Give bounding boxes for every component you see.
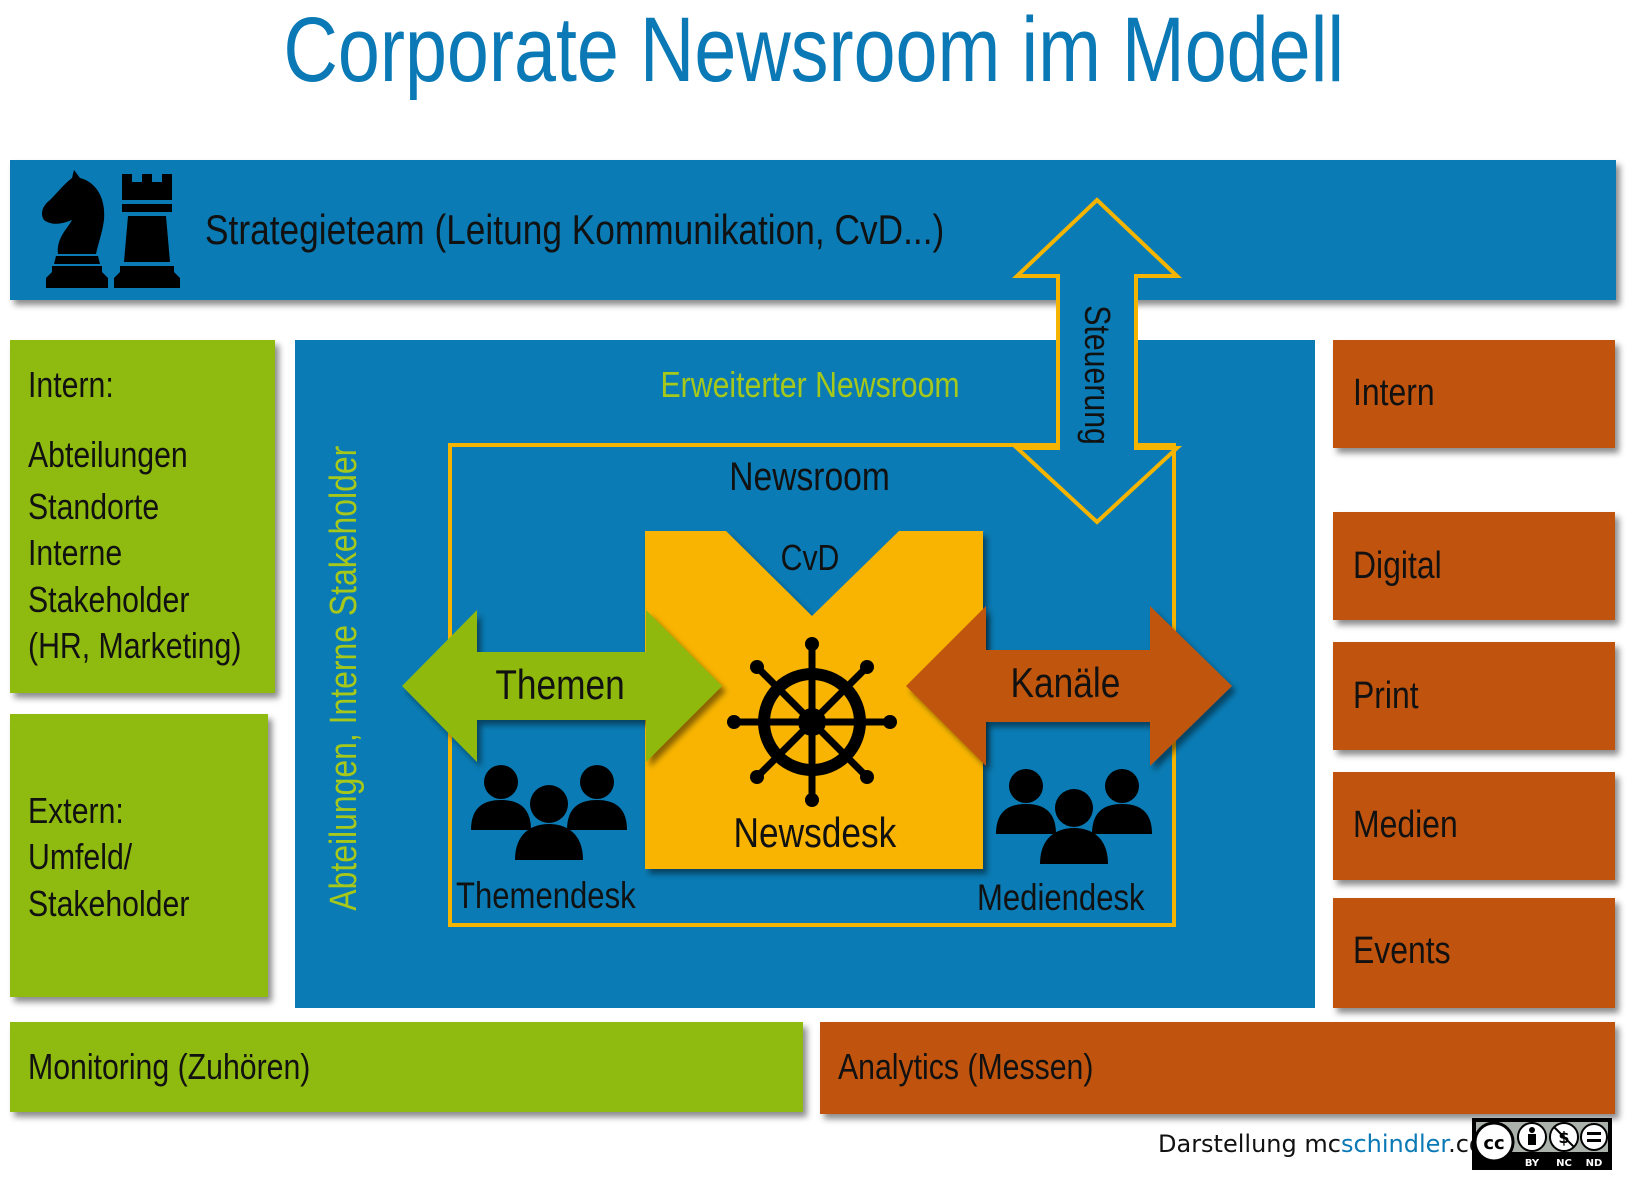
- intern-item: Stakeholder: [28, 579, 190, 620]
- channel-label: Events: [1353, 930, 1451, 972]
- chess-knight-icon: [42, 170, 108, 288]
- chess-rook-icon: [114, 174, 180, 288]
- channel-label: Print: [1353, 675, 1419, 717]
- svg-text:BY: BY: [1525, 1158, 1540, 1169]
- monitoring-bar: Monitoring (Zuhören): [10, 1022, 803, 1112]
- intern-item: Interne: [28, 532, 123, 573]
- extern-line: Stakeholder: [28, 883, 190, 924]
- channel-events: Events: [1333, 898, 1615, 1008]
- svg-text:cc: cc: [1483, 1133, 1504, 1154]
- ship-wheel-icon: [727, 637, 897, 807]
- channel-intern: Intern: [1333, 340, 1615, 448]
- extern-box: Extern: Umfeld/ Stakeholder: [10, 714, 268, 997]
- strategy-band: [10, 160, 1616, 300]
- channel-digital: Digital: [1333, 512, 1615, 620]
- channel-label: Intern: [1353, 372, 1435, 414]
- channel-medien: Medien: [1333, 772, 1615, 880]
- cc-icon: cc: [1473, 1121, 1515, 1163]
- cvd-label: CvD: [780, 537, 840, 578]
- channel-print: Print: [1333, 642, 1615, 750]
- page-title: Corporate Newsroom im Modell: [283, 0, 1345, 101]
- cc-license-badge: cc $ BY NC ND: [1472, 1118, 1612, 1170]
- channel-label: Medien: [1353, 804, 1458, 846]
- newsdesk-label: Newsdesk: [733, 809, 897, 856]
- steuerung-arrow: [1011, 197, 1183, 525]
- by-icon: [1517, 1122, 1547, 1152]
- themen-arrow: [402, 610, 722, 762]
- kanaele-label: Kanäle: [1010, 659, 1120, 706]
- extended-newsroom-label: Erweiterter Newsroom: [660, 364, 960, 405]
- nc-icon: $: [1549, 1122, 1579, 1152]
- mediendesk-label: Mediendesk: [977, 877, 1145, 918]
- credit-line: Darstellung mcschindler.com: [1158, 1130, 1507, 1158]
- intern-box: Intern: Abteilungen Standorte Interne St…: [10, 340, 275, 693]
- intern-item: Abteilungen: [28, 434, 188, 475]
- steuerung-label: Steuerung: [1077, 305, 1118, 445]
- intern-heading: Intern:: [28, 364, 114, 405]
- monitoring-label: Monitoring (Zuhören): [28, 1046, 311, 1087]
- svg-text:NC: NC: [1556, 1158, 1572, 1169]
- kanaele-arrow: [906, 606, 1232, 766]
- intern-item: Standorte: [28, 486, 160, 527]
- themendesk-label: Themendesk: [456, 875, 636, 916]
- intern-item: (HR, Marketing): [28, 625, 242, 666]
- people-group-icon: [996, 769, 1152, 864]
- nd-icon: [1580, 1123, 1608, 1151]
- newsroom-label: Newsroom: [729, 455, 891, 499]
- channel-label: Digital: [1353, 545, 1442, 587]
- themen-label: Themen: [495, 661, 625, 708]
- chess-pieces-icon: [42, 170, 180, 288]
- analytics-label: Analytics (Messen): [838, 1046, 1094, 1087]
- analytics-bar: Analytics (Messen): [820, 1022, 1615, 1114]
- svg-text:ND: ND: [1586, 1158, 1603, 1169]
- extern-line: Umfeld/: [28, 836, 133, 877]
- extern-line: Extern:: [28, 790, 124, 831]
- strategy-label: Strategieteam (Leitung Kommunikation, Cv…: [205, 206, 945, 253]
- people-group-icon: [471, 765, 627, 860]
